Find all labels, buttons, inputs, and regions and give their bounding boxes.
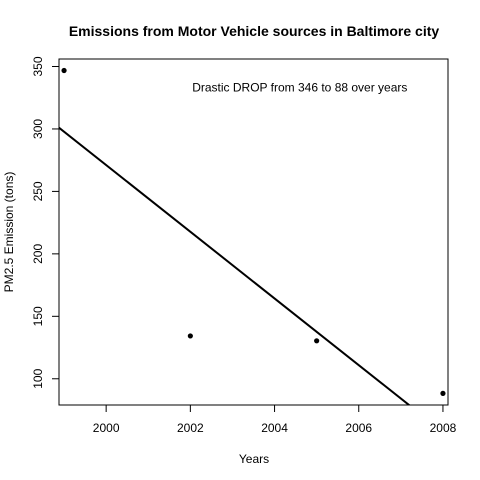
plot-area — [59, 67, 446, 405]
x-axis: 2000 2002 2004 2006 2008 — [93, 405, 457, 435]
y-tick-label: 150 — [31, 306, 45, 326]
data-point — [314, 338, 320, 344]
data-point — [61, 67, 67, 74]
x-axis-label: Years — [239, 452, 269, 466]
chart-title: Emissions from Motor Vehicle sources in … — [69, 23, 440, 39]
data-point — [440, 390, 446, 396]
x-tick-label: 2006 — [345, 421, 372, 435]
y-tick-label: 100 — [31, 368, 45, 388]
trend-line — [59, 126, 411, 405]
plot-border — [58, 58, 449, 406]
x-tick-label: 2002 — [177, 421, 204, 435]
y-tick-label: 300 — [31, 119, 45, 139]
x-tick-label: 2008 — [430, 421, 457, 435]
y-tick-label: 250 — [31, 181, 45, 201]
x-tick-label: 2004 — [261, 421, 288, 435]
x-tick-label: 2000 — [93, 421, 120, 435]
annotation-text: Drastic DROP from 346 to 88 over years — [192, 80, 407, 94]
data-point — [187, 333, 193, 339]
y-tick-label: 350 — [31, 56, 45, 76]
y-axis-label: PM2.5 Emission (tons) — [2, 172, 16, 293]
y-axis: 100 150 200 250 300 350 — [31, 56, 59, 389]
y-tick-label: 200 — [31, 244, 45, 264]
